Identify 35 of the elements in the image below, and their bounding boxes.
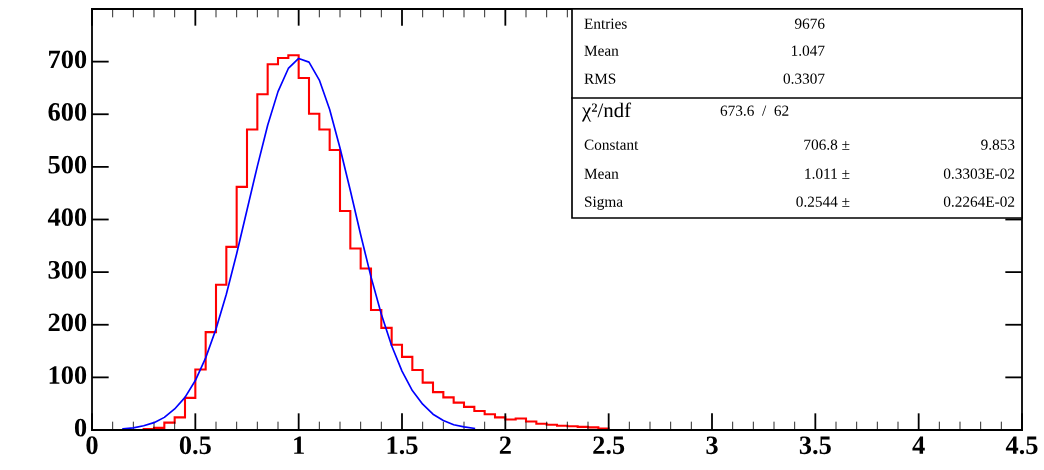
annotation: 0.3303E-02 xyxy=(943,168,1015,179)
x-tick-label: 4.5 xyxy=(1005,436,1038,455)
x-tick-label: 1.5 xyxy=(387,436,418,455)
annotation: 0.2544 ± xyxy=(796,196,850,207)
x-tick-label: 2 xyxy=(499,436,511,454)
x-tick-label: 2.5 xyxy=(593,436,625,455)
y-tick-label: 300 xyxy=(48,260,87,279)
line-series xyxy=(122,57,476,430)
annotation: 1.011 ± xyxy=(805,168,850,179)
annotation: χ²/ndf xyxy=(581,102,632,122)
x-tick-label: 3.5 xyxy=(799,436,831,455)
annotation: Mean xyxy=(584,168,619,179)
y-tick-label: 100 xyxy=(49,366,87,384)
annotation: 1.047 xyxy=(791,45,825,56)
annotation: Constant xyxy=(584,139,639,150)
annotation: 0.2264E-02 xyxy=(943,196,1015,207)
x-tick-label: 0.5 xyxy=(179,436,211,455)
y-tick-label: 500 xyxy=(48,155,87,174)
x-tick-label: 1 xyxy=(294,436,304,454)
annotation: 9.853 xyxy=(981,139,1015,150)
annotation: 9676 xyxy=(794,18,825,29)
annotation: Mean xyxy=(584,45,619,56)
annotation: 673.6 / 62 xyxy=(720,105,789,116)
x-tick-label: 3 xyxy=(706,436,718,455)
y-tick-label: 400 xyxy=(47,208,87,227)
y-tick-label: 600 xyxy=(48,103,87,121)
annotation: Sigma xyxy=(585,196,623,210)
x-tick-label: 4 xyxy=(912,436,925,454)
y-tick-label: 0 xyxy=(74,418,87,437)
y-tick-label: 700 xyxy=(49,50,87,69)
annotation: RMS xyxy=(584,73,616,84)
y-tick-label: 200 xyxy=(48,313,87,332)
annotation: 0.3307 xyxy=(783,73,825,84)
annotation: Entries xyxy=(584,18,627,29)
annotation: 706.8 ± xyxy=(804,139,850,150)
